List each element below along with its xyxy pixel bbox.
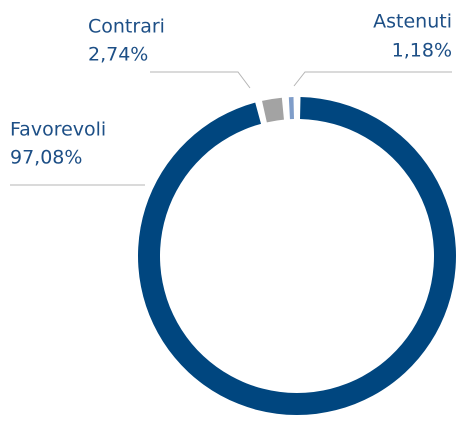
leader-line xyxy=(293,71,452,87)
donut-segment xyxy=(262,97,284,123)
value-label: 1,18% xyxy=(392,40,452,62)
donut-segment xyxy=(288,97,294,120)
category-label: Astenuti xyxy=(373,11,452,33)
donut-segment xyxy=(138,97,456,415)
category-label: Contrari xyxy=(88,16,165,38)
leader-line xyxy=(150,71,251,89)
category-label: Favorevoli xyxy=(10,119,106,141)
value-label: 2,74% xyxy=(88,44,148,66)
value-label: 97,08% xyxy=(10,147,82,169)
